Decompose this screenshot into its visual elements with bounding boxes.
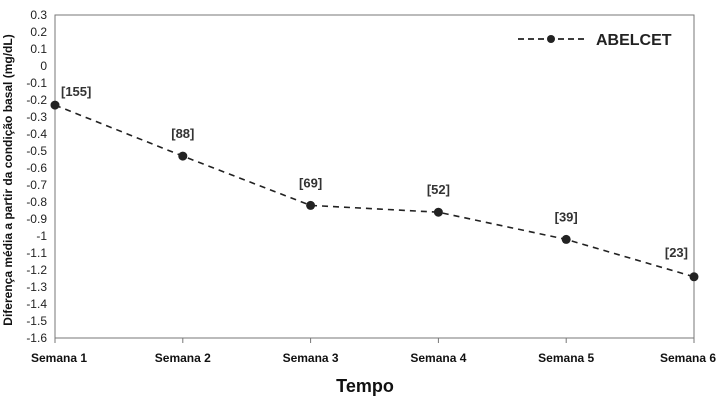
y-tick-label: -0.2 (26, 93, 47, 107)
data-point (561, 234, 571, 244)
x-tick-label: Semana 1 (31, 351, 87, 365)
legend-marker (547, 35, 555, 43)
y-tick-label: -0.8 (26, 195, 47, 209)
data-label: [23] (665, 245, 688, 260)
y-tick-label: -1 (36, 229, 47, 243)
y-tick-label: 0.2 (30, 25, 47, 39)
x-tick-label: Semana 3 (283, 351, 339, 365)
y-tick-label: -0.7 (26, 178, 47, 192)
data-label: [69] (299, 175, 322, 190)
y-tick-label: 0.1 (30, 42, 47, 56)
y-tick-label: 0 (40, 59, 47, 73)
y-tick-label: -1.5 (26, 314, 47, 328)
y-tick-label: -0.3 (26, 110, 47, 124)
x-tick-label: Semana 4 (410, 351, 466, 365)
x-tick-label: Semana 5 (538, 351, 594, 365)
y-tick-label: -0.1 (26, 76, 47, 90)
data-point (50, 100, 60, 110)
data-point (306, 200, 316, 210)
x-tick-label: Semana 6 (660, 351, 716, 365)
y-tick-label: -0.5 (26, 144, 47, 158)
y-tick-label: 0.3 (30, 8, 47, 22)
series-line (54, 104, 695, 278)
data-point (689, 272, 699, 282)
data-label: [52] (427, 182, 450, 197)
y-tick-label: -1.1 (26, 246, 47, 260)
y-tick-label: -1.6 (26, 331, 47, 345)
y-tick-label: -0.4 (26, 127, 47, 141)
y-axis-label: Diferença média a partir da condição bas… (1, 34, 15, 325)
y-tick-label: -0.6 (26, 161, 47, 175)
y-tick-label: -1.4 (26, 297, 47, 311)
x-tick-label: Semana 2 (155, 351, 211, 365)
data-point (178, 151, 188, 161)
y-tick-label: -1.2 (26, 263, 47, 277)
data-label: [39] (555, 209, 578, 224)
y-tick-label: -0.9 (26, 212, 47, 226)
x-axis-label: Tempo (336, 376, 394, 396)
y-tick-label: -1.3 (26, 280, 47, 294)
plot-frame (54, 14, 695, 339)
legend: ABELCET (518, 32, 672, 49)
data-label: [155] (61, 84, 91, 99)
legend-label: ABELCET (596, 32, 672, 49)
data-point (433, 207, 443, 217)
data-label: [88] (171, 126, 194, 141)
